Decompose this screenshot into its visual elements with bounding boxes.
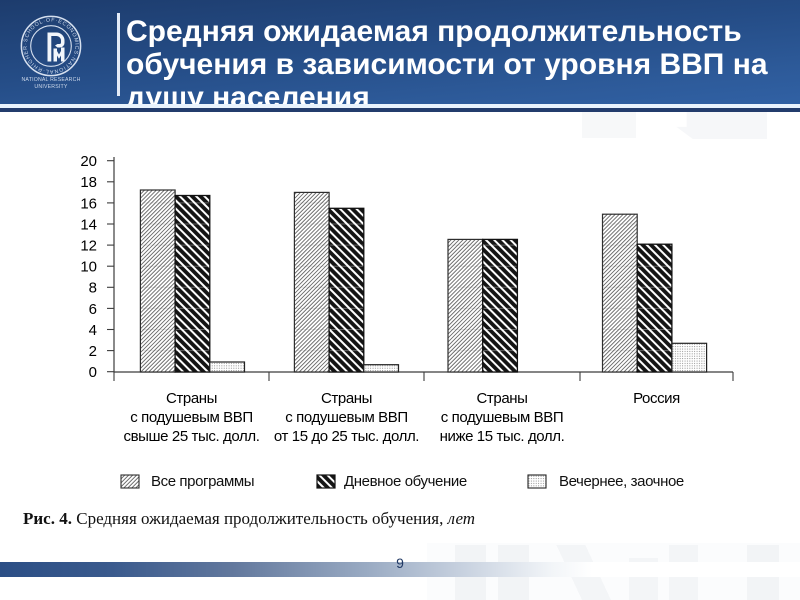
svg-text:12: 12 [80,238,97,255]
svg-text:8: 8 [89,280,97,297]
svg-text:20: 20 [80,153,97,170]
svg-text:2: 2 [89,343,97,360]
svg-text:14: 14 [80,216,97,233]
svg-text:18: 18 [80,174,97,191]
svg-text:16: 16 [80,195,97,212]
svg-text:NATIONAL RESEARCH: NATIONAL RESEARCH [21,77,80,83]
svg-text:UNIVERSITY: UNIVERSITY [34,84,67,90]
svg-text:10: 10 [80,259,97,276]
svg-text:6: 6 [89,301,97,318]
svg-text:0: 0 [89,364,97,381]
svg-text:4: 4 [89,322,97,339]
